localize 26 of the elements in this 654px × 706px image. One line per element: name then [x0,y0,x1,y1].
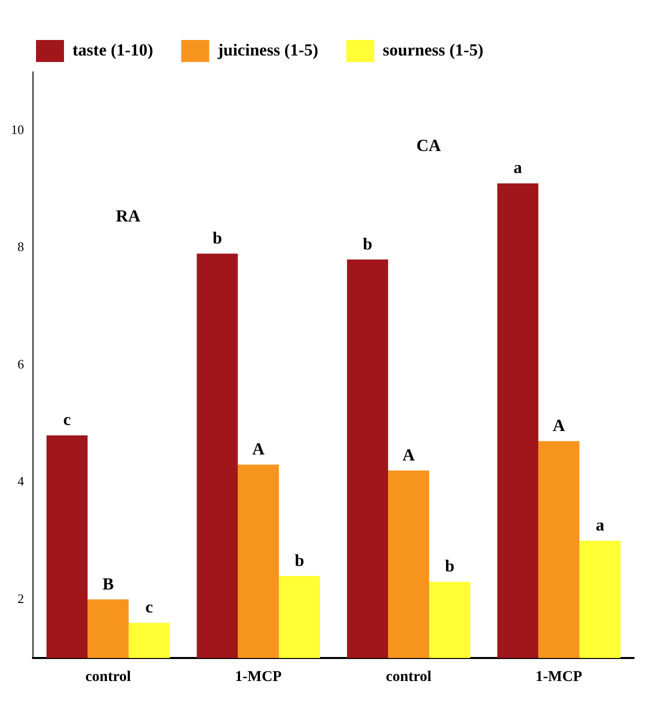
data-label: c [63,410,72,430]
data-label: a [514,158,523,178]
data-label: A [552,416,566,436]
legend-label: taste (1-10) [72,40,154,60]
y-tick-label: 8 [18,239,24,254]
data-label: A [402,445,416,464]
data-label: b [212,228,222,248]
x-tick-label: 1-MCP [235,668,282,685]
legend-label: sourness (1-5) [382,40,484,60]
data-label: B [102,574,114,594]
y-tick-label: 10 [11,122,24,138]
annotation: CA [416,136,442,156]
annotation: RA [116,206,142,226]
x-tick-label: control [85,668,131,685]
legend-label: juiciness (1-5) [216,40,318,60]
y-tick-label: 6 [18,356,24,372]
data-label: c [145,598,154,617]
y-tick-label: 2 [18,590,24,606]
data-label: A [252,440,266,459]
data-label: b [294,550,304,570]
data-label: b [362,234,372,254]
data-label: a [596,516,605,535]
x-tick-label: control [386,668,432,685]
data-label: b [444,556,454,576]
y-tick-label: 4 [18,474,24,489]
x-tick-label: 1-MCP [536,668,582,685]
